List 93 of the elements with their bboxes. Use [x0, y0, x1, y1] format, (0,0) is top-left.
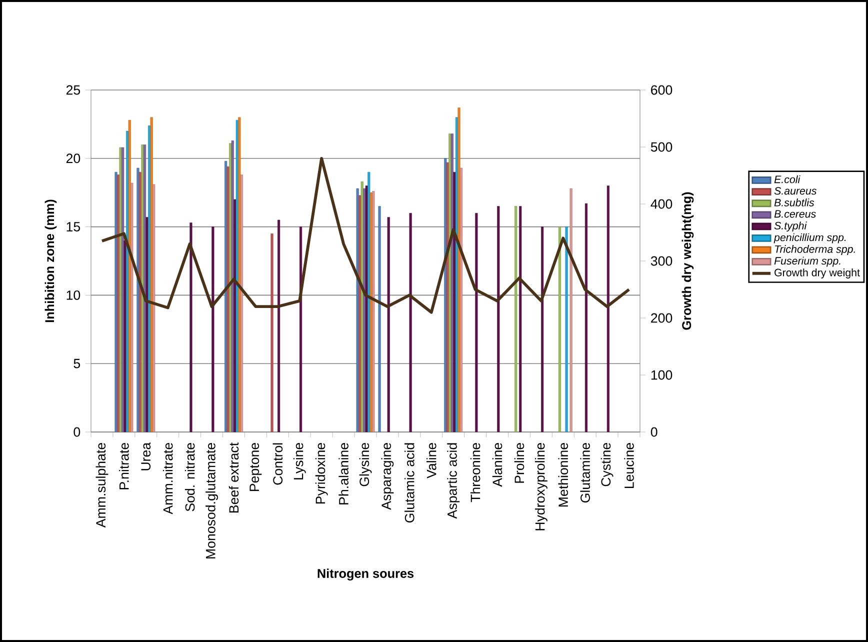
- x-tick-label: Control: [272, 443, 283, 485]
- x-tick-label: Asparagine: [381, 443, 394, 510]
- bar: [150, 117, 153, 432]
- x-tick-label: Glutamine: [580, 442, 590, 502]
- x-axis-title: Nitrogen soures: [318, 568, 414, 581]
- bar: [558, 226, 562, 432]
- y-tick-label: 25: [66, 85, 80, 95]
- bar: [475, 212, 478, 432]
- legend-label: Trichoderma spp.: [774, 245, 855, 255]
- y2-tick-label: 400: [650, 199, 672, 209]
- y2-tick-label: 100: [651, 370, 672, 380]
- x-tick-label: Sod. nitrate: [184, 443, 195, 512]
- bar: [453, 172, 456, 432]
- bar: [136, 168, 140, 432]
- bar: [124, 240, 126, 432]
- bar: [119, 147, 122, 432]
- y2-tick-label: 500: [650, 142, 672, 152]
- bar: [497, 206, 500, 432]
- x-tick-label: Monosod.glutamate: [206, 443, 218, 558]
- y-tick-label: 15: [66, 222, 80, 232]
- bar: [141, 144, 144, 432]
- line-series: [100, 156, 630, 314]
- legend-label: B.cereus: [774, 210, 816, 218]
- y2-tick-label: 600: [651, 85, 672, 95]
- x-tick-label: P.nitrate: [119, 442, 129, 490]
- bar: [606, 186, 610, 432]
- bar: [360, 182, 364, 432]
- x-tick-label: Amm.nitrate: [162, 442, 173, 514]
- x-tick-label: Glutamic acid: [404, 443, 414, 522]
- bar: [458, 108, 460, 432]
- x-tick-label: Leucine: [624, 443, 634, 488]
- y-axis-title: Inhibition zone (mm): [44, 200, 57, 322]
- x-tick-label: Aspartic acid: [447, 443, 460, 519]
- bar: [226, 166, 230, 432]
- bar: [409, 212, 412, 432]
- bar: [387, 217, 390, 432]
- x-tick-label: Amm.sulphate: [96, 443, 108, 528]
- x-tick-label: Beef extract: [228, 442, 239, 512]
- legend-label: E.coli: [774, 175, 800, 184]
- y-tick-label: 5: [74, 358, 80, 368]
- x-tick-label: Pyridoxine: [315, 443, 328, 504]
- bar: [122, 147, 124, 432]
- bar: [299, 226, 302, 432]
- bar: [146, 217, 148, 432]
- bar: [514, 206, 518, 432]
- bar: [130, 182, 134, 432]
- x-tick-label: Urea: [141, 442, 151, 470]
- x-tick-label: Valine: [426, 442, 436, 478]
- legend-label: S.typhi: [774, 222, 807, 232]
- bar: [584, 203, 588, 432]
- bar: [240, 174, 243, 432]
- bar: [370, 192, 372, 432]
- bar: [541, 226, 544, 432]
- bar: [212, 226, 214, 432]
- bar: [356, 188, 359, 432]
- bar: [270, 234, 274, 432]
- legend-label: Fuserium spp.: [774, 256, 840, 267]
- bar: [372, 191, 375, 432]
- legend-label: S.aureus: [774, 187, 817, 195]
- y2-tick-label: 0: [650, 427, 658, 437]
- bar: [460, 168, 463, 432]
- bar: [365, 186, 368, 432]
- x-tick-label: Lysine: [293, 442, 306, 480]
- bar: [446, 162, 449, 432]
- bar: [570, 188, 572, 432]
- y2-tick-label: 300: [650, 256, 672, 266]
- y-tick-label: 10: [66, 290, 80, 300]
- bar: [278, 220, 280, 432]
- bar: [128, 120, 131, 432]
- legend-label: Growth dry weight: [774, 268, 860, 278]
- bar: [236, 120, 238, 432]
- x-tick-label: Threonine: [470, 443, 480, 502]
- bar: [152, 184, 156, 432]
- legend-label: penicillium spp.: [774, 233, 846, 244]
- x-tick-label: Cystine: [600, 442, 614, 486]
- x-tick-label: Proline: [514, 443, 524, 483]
- x-tick-label: Hydroxyproline: [534, 443, 548, 530]
- y-tick-label: 20: [66, 154, 80, 164]
- bar: [190, 222, 192, 432]
- y2-axis-title: Growth dry weight(mg): [682, 192, 694, 330]
- x-tick-label: Glysine: [359, 442, 372, 486]
- x-tick-label: Alanine: [492, 443, 502, 487]
- bar: [565, 226, 568, 432]
- y-tick-label: 0: [74, 427, 80, 437]
- bar: [114, 172, 118, 432]
- legend-label: B.subtlis: [774, 198, 814, 206]
- x-tick-label: Ph.alanine: [338, 443, 348, 504]
- x-tick-label: Methionine: [558, 443, 568, 507]
- y2-tick-label: 200: [651, 313, 672, 323]
- bar: [519, 206, 522, 432]
- bar: [378, 206, 381, 432]
- bar: [231, 140, 234, 432]
- x-tick-label: Peptone: [250, 442, 262, 491]
